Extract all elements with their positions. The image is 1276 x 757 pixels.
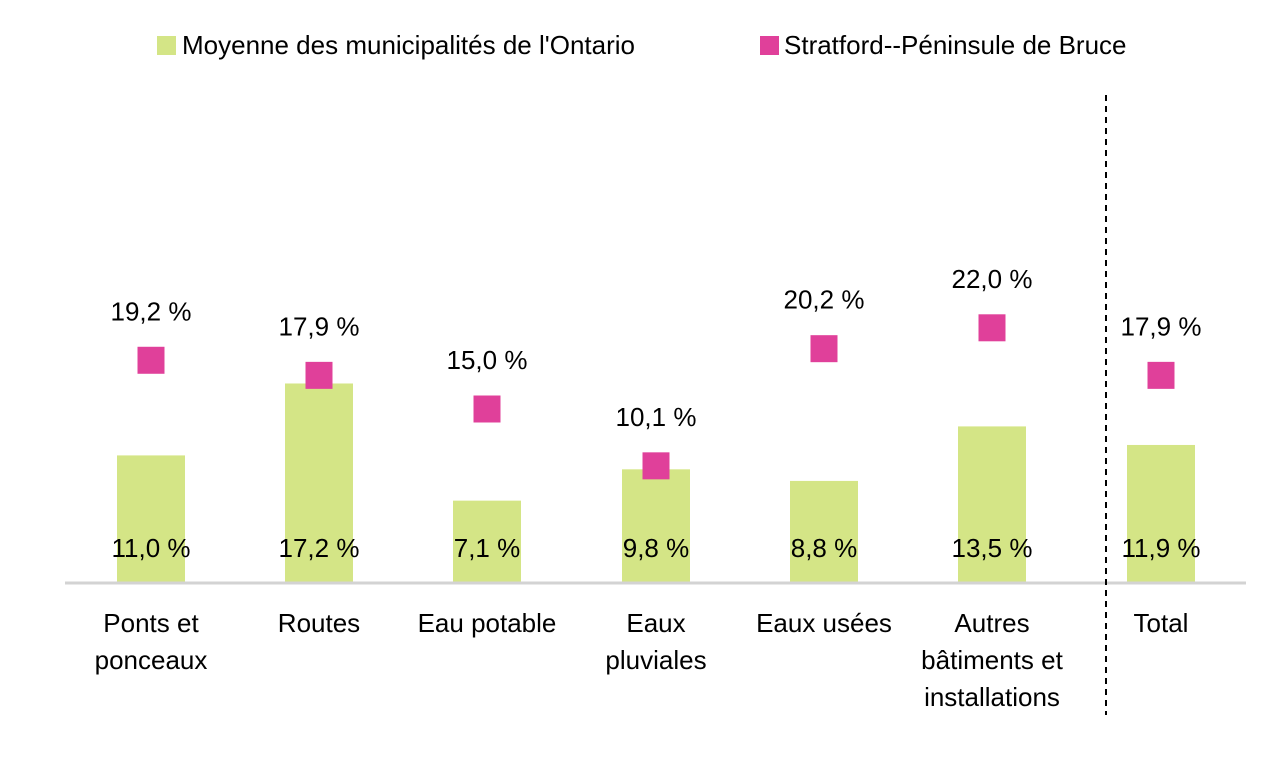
category-label-line: bâtiments et bbox=[921, 645, 1063, 675]
marker-value-label-0: 19,2 % bbox=[111, 296, 192, 326]
marker-6 bbox=[1147, 361, 1175, 389]
marker-5 bbox=[978, 314, 1006, 342]
category-label-line: Eau potable bbox=[418, 608, 557, 638]
marker-3 bbox=[642, 452, 670, 480]
category-label-1: Routes bbox=[278, 608, 360, 638]
bar-5 bbox=[958, 426, 1026, 583]
category-label-6: Total bbox=[1134, 608, 1189, 638]
category-label-line: pluviales bbox=[605, 645, 706, 675]
marker-value-label-5: 22,0 % bbox=[952, 264, 1033, 294]
category-label-0: Ponts et ponceaux bbox=[95, 608, 208, 675]
category-label-line: Eaux usées bbox=[756, 608, 892, 638]
category-label-line: Ponts et bbox=[103, 608, 199, 638]
legend-swatch-bar bbox=[157, 36, 176, 55]
bar-value-label-3: 9,8 % bbox=[623, 533, 690, 563]
category-label-line: Autres bbox=[954, 608, 1029, 638]
legend: Moyenne des municipalités de l'Ontario S… bbox=[157, 30, 1127, 60]
markers bbox=[137, 314, 1175, 480]
legend-label-bar: Moyenne des municipalités de l'Ontario bbox=[182, 30, 635, 60]
bar-value-label-5: 13,5 % bbox=[952, 533, 1033, 563]
category-label-2: Eau potable bbox=[418, 608, 557, 638]
bar-value-label-2: 7,1 % bbox=[454, 533, 521, 563]
category-label-4: Eaux usées bbox=[756, 608, 892, 638]
category-label-line: Total bbox=[1134, 608, 1189, 638]
category-label-line: installations bbox=[924, 682, 1060, 712]
category-label-5: Autres bâtiments et installations bbox=[921, 608, 1063, 712]
category-label-line: ponceaux bbox=[95, 645, 208, 675]
bar-3 bbox=[622, 469, 690, 583]
marker-2 bbox=[473, 395, 501, 423]
bar-6 bbox=[1127, 444, 1195, 583]
bar-value-label-0: 11,0 % bbox=[111, 533, 190, 563]
bar-value-label-1: 17,2 % bbox=[279, 533, 360, 563]
marker-1 bbox=[305, 361, 333, 389]
marker-value-label-1: 17,9 % bbox=[279, 311, 360, 341]
category-label-line: Routes bbox=[278, 608, 360, 638]
legend-label-marker: Stratford--Péninsule de Bruce bbox=[784, 30, 1127, 60]
bar-2 bbox=[453, 500, 521, 583]
category-labels: Ponts et ponceaux Routes Eau potable Eaux plu… bbox=[95, 608, 1189, 712]
bar-value-label-6: 11,9 % bbox=[1121, 533, 1200, 563]
marker-value-label-4: 20,2 % bbox=[784, 285, 865, 315]
bar-4 bbox=[790, 480, 858, 583]
marker-0 bbox=[137, 346, 165, 374]
category-label-3: Eaux pluviales bbox=[605, 608, 706, 675]
bar-0 bbox=[117, 455, 185, 583]
marker-value-label-6: 17,9 % bbox=[1121, 311, 1202, 341]
marker-value-label-2: 15,0 % bbox=[447, 345, 528, 375]
category-label-line: Eaux bbox=[626, 608, 685, 638]
marker-value-label-3: 10,1 % bbox=[616, 402, 697, 432]
legend-swatch-marker bbox=[760, 36, 779, 55]
value-labels: 11,0 % 19,2 % 17,2 % 17,9 % 7,1 % 15,0 % 9,8 %… bbox=[111, 264, 1202, 563]
bar-value-label-4: 8,8 % bbox=[791, 533, 858, 563]
marker-4 bbox=[810, 335, 838, 363]
bar-1 bbox=[285, 383, 353, 583]
bars bbox=[117, 383, 1195, 583]
